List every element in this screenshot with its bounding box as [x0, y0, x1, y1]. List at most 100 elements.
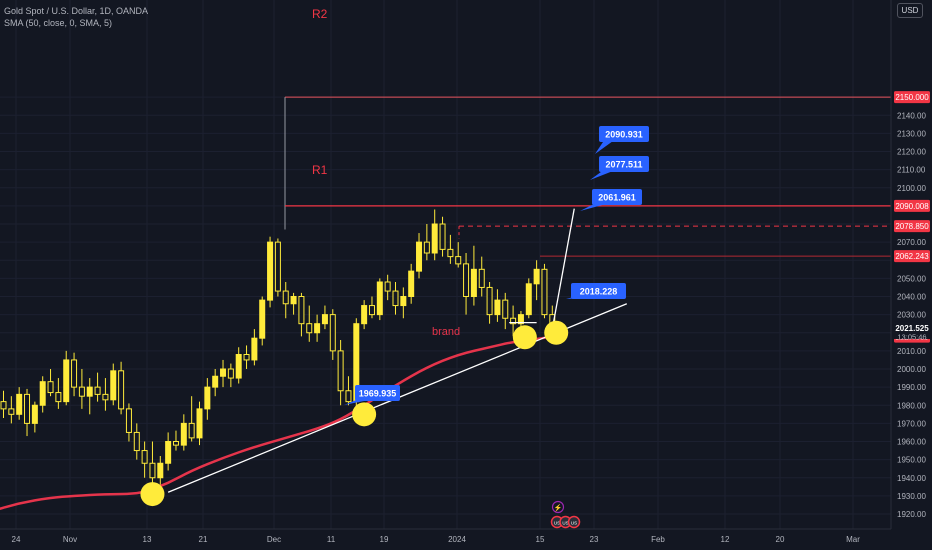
candle	[470, 245, 477, 306]
symbol-title[interactable]: Gold Spot / U.S. Dollar, 1D, OANDA	[4, 6, 149, 16]
candle	[102, 378, 109, 411]
candle-body	[423, 241, 430, 254]
candle-body	[235, 354, 242, 379]
candle-body	[227, 368, 234, 379]
price-callouts[interactable]: 2090.931 2077.511 2061.961 2018.228 1969.935	[344, 126, 649, 405]
current-price-text[interactable]: 2021.525	[895, 324, 929, 333]
candle-body	[463, 263, 470, 297]
price-levels[interactable]: R2 R1	[284, 7, 891, 257]
candle	[0, 390, 7, 418]
current-price-box[interactable]	[894, 321, 930, 339]
candle	[290, 292, 297, 315]
candle-body	[259, 299, 266, 339]
candle	[416, 233, 423, 279]
price-tick-label: 1950.00	[897, 456, 926, 465]
price-callout[interactable]: 1969.935	[344, 385, 400, 405]
indicator-legend[interactable]: SMA (50, close, 0, SMA, 5)	[4, 18, 113, 28]
candle	[337, 340, 344, 406]
candle	[243, 345, 250, 369]
callout-box	[599, 156, 649, 172]
candle-body	[63, 359, 70, 403]
event-markers[interactable]: ⚡US US US	[550, 500, 581, 529]
event-flag-us[interactable]: US	[567, 515, 581, 529]
candle	[227, 363, 234, 388]
price-marker-text[interactable]: 2090.008	[895, 202, 929, 211]
candle	[16, 387, 23, 420]
price-tick-label: 2070.00	[897, 238, 926, 247]
candle	[392, 282, 399, 315]
candle	[400, 287, 407, 319]
highlight-circle[interactable]	[512, 325, 537, 350]
price-callout[interactable]: 2018.228	[566, 283, 626, 299]
candle	[125, 403, 132, 442]
price-marker-box[interactable]	[894, 91, 930, 104]
callout-pointer	[595, 139, 613, 154]
candle-body	[125, 408, 132, 433]
candle	[368, 296, 375, 319]
candle	[165, 432, 172, 471]
price-axis[interactable]: 1920.00 1930.00 1940.00 1950.00 1960.00 1970.…	[890, 0, 930, 529]
candle-body	[55, 392, 62, 403]
price-tick-label: 1930.00	[897, 492, 926, 501]
candle	[8, 396, 15, 424]
candle-body	[31, 404, 38, 424]
price-marker-text[interactable]: 2150.000	[895, 93, 929, 102]
highlight-circle[interactable]	[544, 320, 569, 345]
callout-box	[355, 385, 400, 401]
price-callout[interactable]: 2061.961	[580, 189, 642, 211]
candle	[478, 256, 485, 297]
time-tick-label: Feb	[651, 535, 665, 544]
price-marker-box[interactable]	[894, 220, 930, 233]
candle-body	[517, 314, 524, 325]
candle	[110, 363, 117, 406]
highlight-circle[interactable]	[352, 402, 377, 427]
event-lightning[interactable]: ⚡	[551, 500, 565, 514]
candle	[408, 263, 415, 304]
us-flag-text: US	[554, 521, 560, 526]
candle	[235, 347, 242, 384]
candle	[31, 401, 38, 433]
r2-label: R2	[312, 7, 328, 21]
trendline[interactable]	[551, 208, 575, 330]
time-tick-label: 23	[590, 535, 599, 544]
candle	[329, 309, 336, 360]
highlight-circles[interactable]	[140, 320, 569, 507]
price-callout[interactable]: 2090.931	[595, 126, 649, 154]
price-marker-text[interactable]: 2062.243	[895, 252, 929, 261]
candle-body	[345, 390, 352, 403]
price-tick-label: 2000.00	[897, 365, 926, 374]
candles	[0, 209, 556, 493]
candle-body	[439, 223, 446, 250]
candle-body	[204, 386, 211, 410]
price-tick-label: 2030.00	[897, 311, 926, 320]
candle-body	[282, 290, 289, 305]
price-marker-box[interactable]	[894, 199, 930, 212]
candle	[180, 414, 187, 451]
candle-body	[494, 299, 501, 316]
candle-body	[8, 408, 15, 415]
candle-body	[455, 256, 462, 265]
r1-label: R1	[312, 163, 328, 177]
price-tick-label: 2110.00	[897, 166, 926, 175]
price-tick-label: 2130.00	[897, 129, 926, 138]
price-marker-box[interactable]	[894, 250, 930, 263]
time-tick-label: 20	[776, 535, 785, 544]
highlight-circle[interactable]	[140, 482, 165, 507]
price-callout[interactable]: 2077.511	[590, 156, 649, 180]
candle-body	[243, 354, 250, 361]
candle	[55, 378, 62, 409]
candle-body	[541, 268, 548, 316]
time-axis[interactable]: 24 Nov 13 21 Dec 11 19 2024 15 23 Feb 12 20 Mar	[0, 528, 891, 544]
candle-body	[329, 314, 336, 352]
candle	[345, 376, 352, 406]
candle	[376, 278, 383, 321]
candle-body	[314, 323, 321, 334]
candle-body	[447, 248, 454, 258]
price-marker-text[interactable]: 2078.850	[895, 222, 929, 231]
time-tick-label: 19	[380, 535, 389, 544]
currency-button[interactable]: USD	[897, 3, 923, 18]
time-tick-label: 13	[143, 535, 152, 544]
candle	[118, 361, 125, 415]
candle-body	[24, 393, 31, 424]
